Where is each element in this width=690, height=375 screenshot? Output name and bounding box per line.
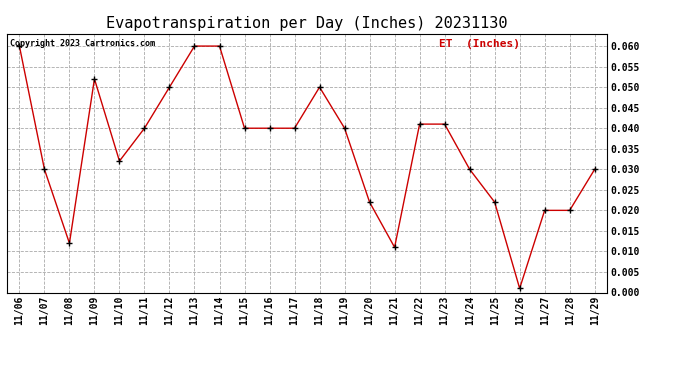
Text: Copyright 2023 Cartronics.com: Copyright 2023 Cartronics.com: [10, 39, 155, 48]
Text: ET  (Inches): ET (Inches): [439, 39, 520, 49]
Title: Evapotranspiration per Day (Inches) 20231130: Evapotranspiration per Day (Inches) 2023…: [106, 16, 508, 31]
